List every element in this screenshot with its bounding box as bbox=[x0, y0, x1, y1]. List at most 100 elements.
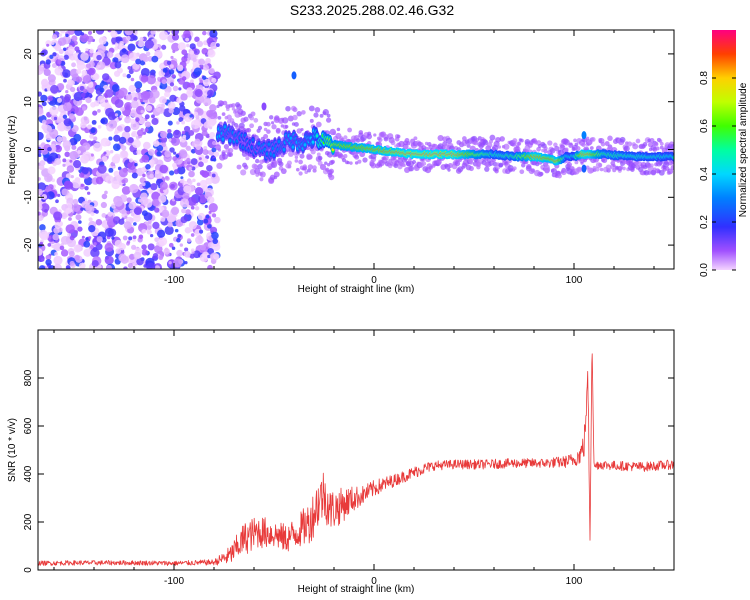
heatmap-noise-cell bbox=[144, 121, 151, 128]
heatmap-noise-cell bbox=[85, 237, 89, 241]
heatmap-noise-cell bbox=[49, 106, 59, 116]
heatmap-noise-cell bbox=[188, 166, 192, 171]
heatmap-noise-cell bbox=[211, 231, 219, 240]
snr-x-tick-label: 100 bbox=[566, 576, 583, 587]
heatmap-noise-cell bbox=[39, 224, 46, 231]
heatmap-noise-cell bbox=[111, 84, 120, 92]
heatmap-halo-cell bbox=[249, 123, 255, 129]
heatmap-noise-cell bbox=[134, 81, 143, 89]
heatmap-noise-cell bbox=[69, 235, 75, 241]
heatmap-noise-cell bbox=[109, 80, 114, 85]
heatmap-noise-cell bbox=[126, 240, 131, 244]
heatmap-noise-cell bbox=[108, 167, 114, 173]
heatmap-noise-cell bbox=[69, 159, 73, 163]
heatmap-noise-cell bbox=[49, 128, 59, 138]
heatmap-halo-cell bbox=[390, 140, 396, 146]
heatmap-noise-cell bbox=[198, 161, 204, 168]
heatmap-noise-cell bbox=[85, 97, 92, 104]
heatmap-halo-cell bbox=[325, 117, 332, 123]
heatmap-halo-cell bbox=[503, 143, 510, 150]
heatmap-halo-cell bbox=[605, 164, 612, 171]
heatmap-noise-cell bbox=[172, 129, 182, 139]
heatmap-noise-cell bbox=[136, 129, 144, 137]
spectrogram-x-tick-label: -100 bbox=[164, 275, 184, 286]
heatmap-noise-cell bbox=[99, 98, 110, 108]
heatmap-halo-cell bbox=[557, 173, 562, 179]
heatmap-halo-cell bbox=[655, 146, 660, 151]
heatmap-noise-cell bbox=[169, 94, 177, 102]
heatmap-noise-cell bbox=[128, 201, 137, 210]
heatmap-noise-cell bbox=[38, 265, 46, 269]
heatmap-noise-cell bbox=[84, 186, 89, 191]
heatmap-halo-cell bbox=[343, 154, 348, 159]
heatmap-halo-cell bbox=[563, 139, 570, 146]
heatmap-noise-cell bbox=[74, 46, 80, 52]
heatmap-noise-cell bbox=[144, 128, 149, 133]
heatmap-noise-cell bbox=[177, 42, 186, 51]
heatmap-halo-cell bbox=[355, 138, 361, 143]
heatmap-noise-cell bbox=[154, 169, 160, 175]
heatmap-noise-cell bbox=[154, 237, 160, 243]
heatmap-noise-cell bbox=[198, 58, 205, 66]
heatmap-noise-cell bbox=[122, 73, 127, 78]
heatmap-noise-cell bbox=[77, 226, 83, 232]
heatmap-noise-cell bbox=[95, 219, 103, 226]
snr-y-tick-label: 0 bbox=[23, 567, 34, 573]
heatmap-noise-cell bbox=[140, 67, 150, 77]
heatmap-noise-cell bbox=[167, 30, 173, 33]
heatmap-halo-cell bbox=[489, 134, 496, 141]
heatmap-noise-cell bbox=[141, 210, 148, 217]
heatmap-halo-cell bbox=[411, 159, 417, 165]
heatmap-noise-cell bbox=[155, 107, 161, 113]
heatmap-noise-cell bbox=[59, 245, 65, 251]
heatmap-noise-cell bbox=[88, 217, 93, 222]
heatmap-noise-cell bbox=[207, 89, 214, 97]
heatmap-noise-cell bbox=[116, 125, 123, 131]
heatmap-noise-cell bbox=[141, 244, 147, 250]
heatmap-noise-cell bbox=[97, 164, 107, 174]
heatmap-noise-cell bbox=[108, 136, 113, 141]
snr-y-tick-label: 600 bbox=[23, 417, 34, 434]
heatmap-noise-cell bbox=[189, 50, 194, 55]
heatmap-noise-cell bbox=[68, 217, 72, 221]
heatmap-noise-cell bbox=[68, 250, 75, 257]
heatmap-noise-cell bbox=[181, 120, 186, 125]
heatmap-halo-cell bbox=[413, 136, 418, 141]
heatmap-noise-cell bbox=[87, 82, 94, 88]
heatmap-noise-cell bbox=[166, 213, 176, 223]
heatmap-noise-cell bbox=[193, 48, 200, 55]
heatmap-ridge-core bbox=[243, 133, 247, 137]
heatmap-noise-cell bbox=[180, 93, 188, 101]
heatmap-noise-cell bbox=[186, 238, 192, 243]
heatmap-noise-cell bbox=[90, 153, 94, 157]
heatmap-noise-cell bbox=[141, 154, 150, 163]
heatmap-noise-cell bbox=[72, 198, 79, 205]
heatmap-noise-cell bbox=[126, 73, 131, 79]
heatmap-noise-cell bbox=[149, 234, 154, 238]
heatmap-halo-cell bbox=[604, 140, 610, 146]
heatmap-noise-cell bbox=[90, 127, 96, 134]
heatmap-noise-cell bbox=[202, 149, 209, 156]
heatmap-noise-cell bbox=[50, 40, 55, 45]
heatmap-halo-cell bbox=[292, 114, 298, 121]
heatmap-halo-cell bbox=[560, 169, 567, 176]
heatmap-noise-cell bbox=[171, 107, 181, 116]
heatmap-ridge-core bbox=[241, 145, 245, 150]
colorbar-tick-label: 0.4 bbox=[699, 167, 710, 181]
heatmap-noise-cell bbox=[151, 198, 160, 207]
heatmap-noise-cell bbox=[80, 183, 84, 187]
heatmap-noise-cell bbox=[172, 156, 178, 162]
heatmap-noise-cell bbox=[115, 248, 122, 254]
heatmap-noise-cell bbox=[94, 209, 99, 214]
heatmap-noise-cell bbox=[171, 30, 180, 36]
heatmap-halo-cell bbox=[499, 136, 505, 142]
heatmap-halo-cell bbox=[469, 160, 474, 165]
heatmap-noise-cell bbox=[129, 183, 139, 194]
heatmap-noise-cell bbox=[61, 212, 68, 220]
heatmap-noise-cell bbox=[181, 130, 186, 135]
heatmap-noise-cell bbox=[156, 151, 162, 157]
heatmap-noise-cell bbox=[156, 144, 164, 152]
heatmap-noise-cell bbox=[73, 133, 82, 142]
heatmap-noise-cell bbox=[38, 107, 44, 115]
heatmap-noise-cell bbox=[178, 117, 184, 123]
